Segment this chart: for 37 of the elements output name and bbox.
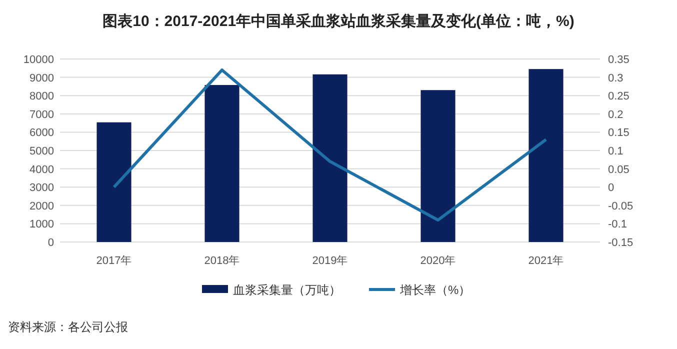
y-tick-label: 0 [48, 237, 54, 249]
y-tick-label: 2000 [30, 200, 54, 212]
y-tick-label: 7000 [30, 108, 54, 121]
legend-label: 增长率（%） [399, 283, 471, 297]
y2-tick-label: -0.15 [608, 237, 634, 249]
bar [420, 90, 456, 242]
y-tick-label: 9000 [30, 72, 54, 84]
bar [312, 74, 348, 242]
y-tick-label: 5000 [30, 146, 54, 158]
y2-tick-label: 0.3 [608, 72, 624, 84]
x-tick-label: 2017年 [96, 255, 132, 267]
y-tick-label: 1000 [30, 218, 54, 231]
y2-tick-label: -0.05 [608, 200, 634, 212]
y-tick-label: 10000 [23, 54, 54, 66]
y2-tick-label: 0.25 [608, 90, 630, 103]
x-tick-label: 2018年 [204, 255, 240, 267]
bar [204, 84, 240, 242]
legend-label: 血浆采集量（万吨） [233, 283, 341, 297]
y-tick-label: 3000 [30, 182, 54, 194]
y-tick-label: 6000 [30, 127, 54, 140]
bar [528, 69, 564, 242]
y2-tick-label: 0.35 [608, 54, 630, 66]
line-series [112, 68, 548, 222]
text: 资料来源：各公司公报 [8, 320, 128, 334]
y2-tick-label: 0.2 [608, 108, 624, 121]
x-tick-label: 2019年 [312, 255, 348, 267]
y2-tick-label: 0 [608, 182, 614, 194]
y-tick-label: 8000 [30, 90, 54, 103]
chart-title: 图表10：2017-2021年中国单采血浆站血浆采集量及变化(单位：吨，%) [102, 12, 574, 30]
x-tick-label: 2021年 [528, 255, 564, 267]
y2-tick-label: -0.1 [608, 218, 627, 231]
y2-tick-label: 0.1 [608, 146, 624, 158]
x-tick-label: 2020年 [420, 255, 456, 267]
y2-tick-label: 0.05 [608, 164, 630, 176]
bar [96, 122, 132, 242]
y2-tick-label: 0.15 [608, 127, 630, 140]
y-tick-label: 4000 [30, 164, 54, 176]
